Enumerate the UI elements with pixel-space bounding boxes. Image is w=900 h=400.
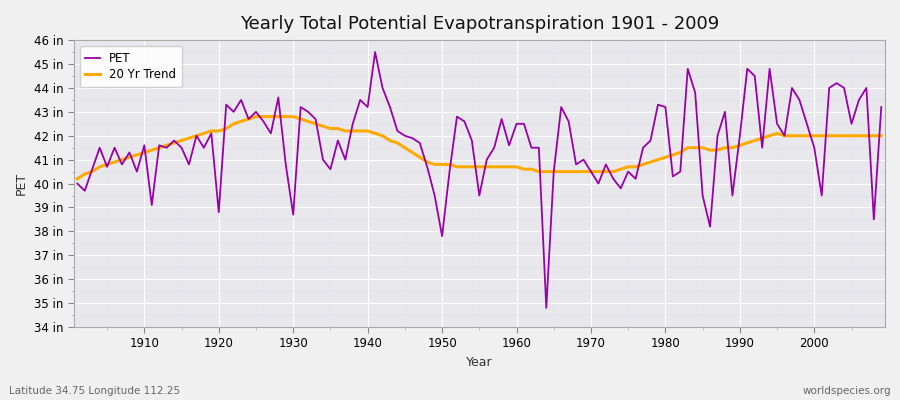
Y-axis label: PET: PET <box>15 172 28 195</box>
X-axis label: Year: Year <box>466 356 492 369</box>
20 Yr Trend <box>608 169 618 174</box>
Text: worldspecies.org: worldspecies.org <box>803 386 891 396</box>
PET <box>295 105 306 110</box>
PET <box>518 121 529 126</box>
PET <box>340 157 351 162</box>
PET <box>72 181 83 186</box>
Line: 20 Yr Trend: 20 Yr Trend <box>77 117 881 179</box>
20 Yr Trend <box>876 133 886 138</box>
Text: Latitude 34.75 Longitude 112.25: Latitude 34.75 Longitude 112.25 <box>9 386 180 396</box>
20 Yr Trend <box>347 128 358 133</box>
Line: PET: PET <box>77 52 881 308</box>
20 Yr Trend <box>511 164 522 169</box>
20 Yr Trend <box>302 119 313 124</box>
20 Yr Trend <box>250 114 261 119</box>
20 Yr Trend <box>518 167 529 172</box>
20 Yr Trend <box>131 152 142 157</box>
PET <box>616 186 626 191</box>
Legend: PET, 20 Yr Trend: PET, 20 Yr Trend <box>79 46 182 87</box>
Title: Yearly Total Potential Evapotranspiration 1901 - 2009: Yearly Total Potential Evapotranspiratio… <box>239 15 719 33</box>
PET <box>876 105 886 110</box>
PET <box>370 50 381 54</box>
PET <box>511 121 522 126</box>
PET <box>131 169 142 174</box>
PET <box>541 306 552 310</box>
20 Yr Trend <box>72 176 83 181</box>
